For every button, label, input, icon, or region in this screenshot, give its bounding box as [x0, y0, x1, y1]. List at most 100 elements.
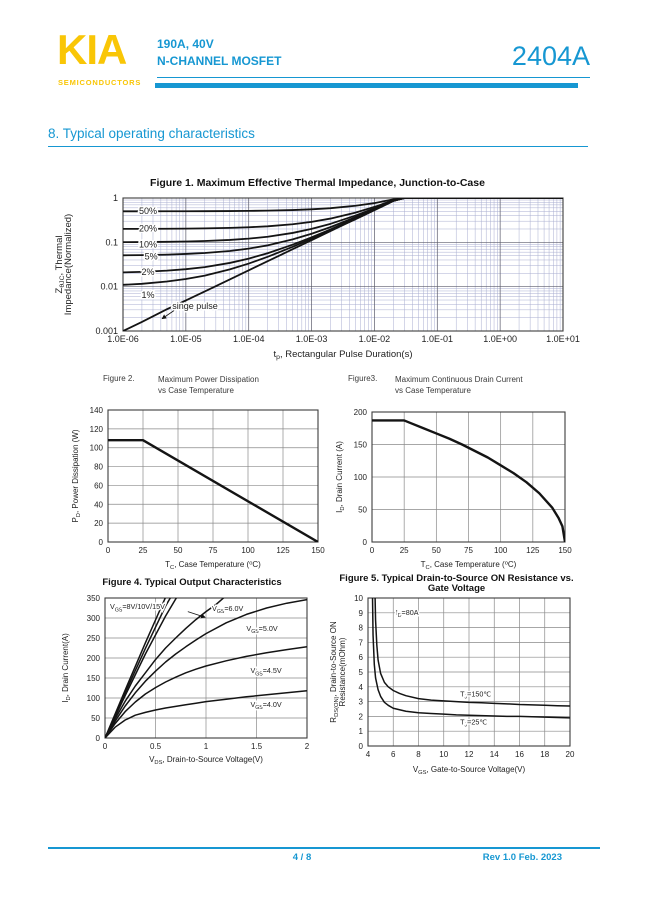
device-summary: 190A, 40V N-CHANNEL MOSFET	[157, 36, 281, 70]
figure2-title: Figure 2. Maximum Power Dissipation vs C…	[103, 374, 259, 396]
y-axis-label: PD, Power Dissipation (W)	[71, 429, 82, 522]
y-tick-label: 0.1	[105, 237, 118, 247]
x-tick-label: 50	[432, 546, 441, 555]
x-tick-label: 1.0E-02	[359, 334, 391, 344]
x-tick-label: 1.0E+00	[483, 334, 517, 344]
curve-label: VGS=4.0V	[250, 700, 281, 711]
y-tick-label: 140	[90, 406, 104, 415]
y-tick-label: 40	[94, 500, 103, 509]
y-axis-label: Impedance(Normalized)	[63, 214, 74, 315]
annotation-arrow	[187, 611, 206, 619]
device-rating: 190A, 40V	[157, 37, 214, 51]
x-tick-label: 16	[515, 750, 524, 759]
device-type: N-CHANNEL MOSFET	[157, 54, 282, 68]
y-axis-label: ID, Drain Current(A)	[61, 633, 72, 703]
y-tick-label: 50	[91, 714, 100, 723]
figure5-title: Figure 5. Typical Drain-to-Source ON Res…	[328, 574, 585, 594]
y-tick-label: 100	[354, 473, 368, 482]
y-tick-label: 250	[87, 634, 101, 643]
series-10%	[123, 198, 563, 244]
curve-label: TJ=150℃	[460, 689, 491, 700]
curve-label: 20%	[139, 224, 157, 234]
x-tick-label: 150	[558, 546, 572, 555]
header-rule-thin	[157, 77, 590, 78]
y-tick-label: 1	[113, 193, 118, 203]
x-tick-label: 8	[416, 750, 421, 759]
x-tick-label: 75	[209, 546, 218, 555]
x-tick-label: 1	[204, 742, 209, 751]
x-tick-label: 1.0E-01	[422, 334, 454, 344]
x-tick-label: 14	[490, 750, 499, 759]
header-rule-thick	[155, 83, 578, 88]
figure5-title-line2: Gate Voltage	[427, 583, 486, 594]
x-tick-label: 4	[366, 750, 371, 759]
series-VGS=10V	[105, 598, 172, 738]
x-axis-label: VGS, Gate-to-Source Voltage(V)	[413, 765, 526, 776]
y-tick-label: 0	[96, 734, 101, 743]
x-axis-label: tp, Rectangular Pulse Duration(s)	[274, 349, 413, 361]
x-tick-label: 75	[464, 546, 473, 555]
y-tick-label: 1	[359, 727, 364, 736]
plot-border	[107, 409, 319, 543]
x-tick-label: 0	[106, 546, 111, 555]
figure2-title-line2: vs Case Temperature	[158, 386, 234, 395]
curve-label: VGS=4.5V	[250, 666, 281, 677]
figure5-title-line1: Figure 5. Typical Drain-to-Source ON Res…	[339, 573, 574, 584]
x-axis-label: TC, Case Temperature (oC)	[421, 560, 517, 571]
series-VGS=6.0V	[105, 598, 225, 738]
curve-label: ID=80A	[396, 608, 419, 619]
y-tick-label: 6	[359, 653, 364, 662]
y-tick-label: 200	[87, 654, 101, 663]
y-tick-label: 4	[359, 683, 364, 692]
figure3-label: Figure3.	[348, 374, 378, 383]
x-tick-label: 6	[391, 750, 396, 759]
series-VGS=4.5V	[105, 646, 307, 738]
figure2-label: Figure 2.	[103, 374, 135, 383]
part-number: 2404A	[511, 41, 590, 71]
y-axis-label: Resistance(mOhm)	[338, 637, 347, 706]
curve-label: VGS=8V/10V/15V	[110, 602, 165, 613]
y-tick-label: 300	[87, 614, 101, 623]
figure2-title-line1: Maximum Power Dissipation	[158, 375, 259, 384]
x-tick-label: 100	[494, 546, 508, 555]
y-tick-label: 5	[359, 668, 364, 677]
curve-label: 1%	[142, 290, 155, 300]
series-VGS=15V	[105, 598, 167, 738]
x-tick-label: 150	[311, 546, 325, 555]
curve-label: TJ=25℃	[460, 718, 487, 729]
footer-rule	[48, 847, 600, 849]
curve-label: 50%	[139, 206, 157, 216]
x-tick-label: 25	[400, 546, 409, 555]
figure3-title: Figure3. Maximum Continuous Drain Curren…	[348, 374, 523, 396]
figure1-thermal-impedance-chart: 1.0E-06 1.0E-05 1.0E-04 1.0E-03 1.0E-02 1.0E-…	[55, 193, 580, 361]
x-tick-label: 18	[540, 750, 549, 759]
series-ID	[372, 419, 565, 542]
curve-label: 10%	[139, 239, 157, 249]
figure2-power-dissipation-chart: 0 25 50 75 100 125 150 0 20 40 60 80 100 120 140 TC, Ca…	[71, 406, 325, 571]
series-TJ=25C	[371, 598, 570, 719]
y-tick-label: 150	[354, 441, 368, 450]
figure4-output-characteristics-chart: 0 0.5 1 1.5 2 0 50 100 150 200 250 300 350 VDS, Drain…	[61, 594, 310, 766]
x-tick-label: 20	[566, 750, 575, 759]
y-tick-label: 80	[94, 463, 103, 472]
x-tick-label: 1.0E+01	[546, 334, 580, 344]
figure4-title: Figure 4. Typical Output Characteristics	[102, 577, 282, 588]
y-tick-label: 100	[87, 694, 101, 703]
figure3-title-line2: vs Case Temperature	[395, 386, 471, 395]
y-tick-label: 3	[359, 698, 364, 707]
x-tick-label: 50	[174, 546, 183, 555]
x-tick-label: 1.0E-05	[170, 334, 202, 344]
series-VGS=5.0V	[105, 598, 307, 738]
series-TJ=150C	[374, 598, 570, 707]
curve-label: 2%	[142, 267, 155, 277]
plot-border	[367, 597, 571, 747]
x-tick-label: 100	[241, 546, 255, 555]
x-tick-label: 1.5	[251, 742, 263, 751]
y-tick-label: 9	[359, 609, 364, 618]
series-2%	[123, 198, 563, 274]
x-tick-label: 0.5	[150, 742, 162, 751]
x-tick-label: 1.0E-04	[233, 334, 265, 344]
y-tick-label: 50	[358, 506, 367, 515]
series-VGS=8V	[105, 598, 178, 738]
section-title: 8. Typical operating characteristics	[48, 126, 255, 141]
